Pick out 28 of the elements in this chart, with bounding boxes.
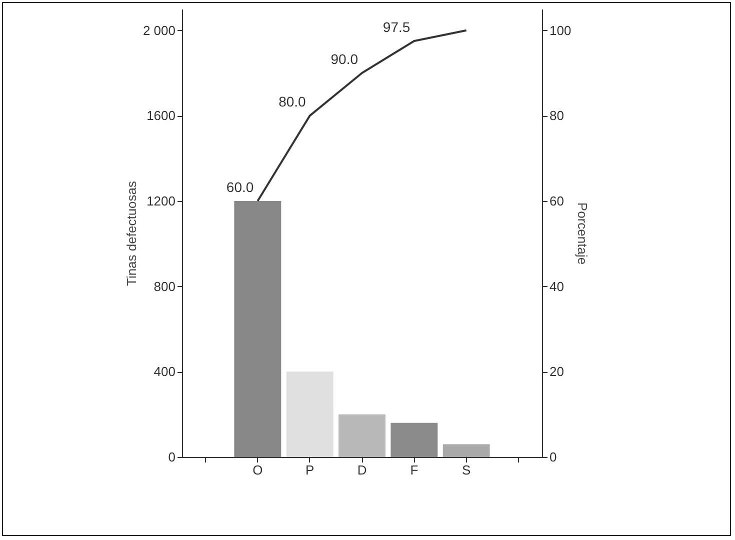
x-tick-label: F [410,462,418,478]
y-tick-label: 1600 [146,108,176,124]
data-label: 97.5 [382,19,410,35]
data-label: 90.0 [330,51,358,67]
bar [338,414,386,457]
bar [390,422,438,457]
y-tick-label: 400 [154,364,176,380]
y-tick-label: 0 [168,450,176,464]
bar [442,444,490,457]
y2-tick-label: 40 [550,278,564,294]
y-axis-title: Tinas defectuosas [124,180,139,286]
y-tick-label: 1200 [146,194,176,208]
y2-tick-label: 80 [550,108,564,124]
y2-tick-label: 0 [550,450,557,464]
bar [286,372,334,457]
y2-tick-label: 20 [550,364,564,380]
x-tick-label: P [305,462,314,478]
y2-tick-label: 60 [550,194,564,208]
data-label: 80.0 [278,94,306,110]
y2-tick-label: 100 [550,22,572,38]
data-label: 60.0 [226,179,254,195]
x-tick-label: O [252,462,263,478]
y-tick-label: 2 000 [142,22,176,38]
x-tick-label: S [462,462,472,478]
y2-axis-title: Porcentaje [575,202,590,265]
bar [234,201,282,457]
y-tick-label: 800 [154,278,176,294]
x-tick-label: D [357,462,367,478]
